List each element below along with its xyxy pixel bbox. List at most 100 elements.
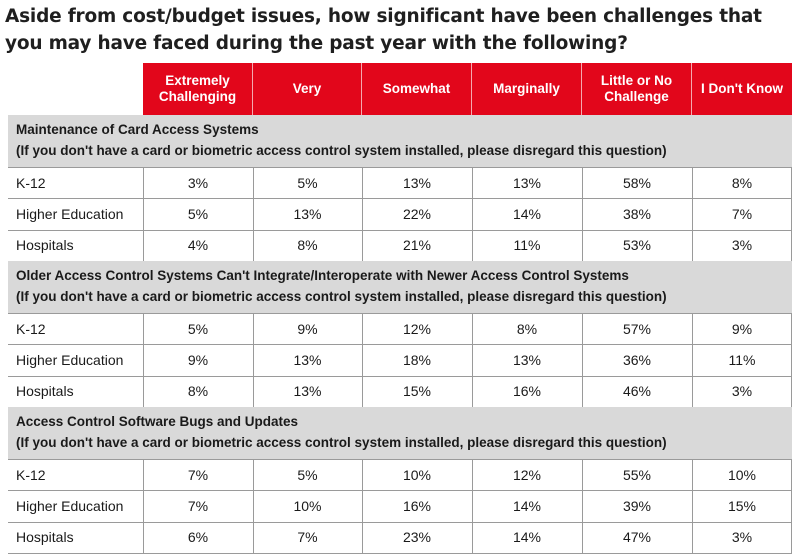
data-cell: 3%: [187, 174, 209, 191]
section-header: Access Control Software Bugs and Updates…: [8, 407, 792, 459]
data-cell: 16%: [512, 383, 542, 400]
section-subtitle: (If you don't have a card or biometric a…: [16, 143, 667, 158]
data-cell: 10%: [293, 497, 322, 514]
data-cell: 46%: [622, 383, 652, 400]
data-cell: 5%: [187, 320, 209, 337]
row-divider: [8, 459, 792, 460]
data-cell: 22%: [402, 205, 432, 222]
data-cell: 8%: [297, 237, 318, 254]
data-cell: 38%: [622, 205, 652, 222]
data-cell: 15%: [727, 497, 757, 514]
data-cell: 3%: [731, 383, 753, 400]
section-subtitle: (If you don't have a card or biometric a…: [16, 435, 667, 450]
column-divider: [143, 459, 144, 553]
column-divider: [692, 167, 693, 261]
row-label: K-12: [16, 174, 46, 191]
data-cell: 6%: [187, 529, 209, 546]
column-divider: [472, 459, 473, 553]
column-header: Extremely Challenging: [143, 63, 253, 115]
data-cell: 11%: [513, 237, 541, 254]
section-header: Older Access Control Systems Can't Integ…: [8, 261, 792, 313]
data-cell: 47%: [622, 529, 652, 546]
data-cell: 4%: [187, 237, 209, 254]
data-cell: 10%: [727, 466, 757, 483]
column-divider: [143, 313, 144, 407]
data-cell: 13%: [293, 205, 322, 222]
data-cell: 21%: [402, 237, 432, 254]
data-cell: 14%: [512, 529, 542, 546]
data-cell: 53%: [622, 237, 652, 254]
data-cell: 10%: [402, 466, 432, 483]
section-title: Maintenance of Card Access Systems: [16, 122, 259, 137]
data-cell: 36%: [622, 351, 652, 368]
data-cell: 11%: [728, 351, 756, 368]
row-label: Hospitals: [16, 237, 74, 254]
row-divider: [8, 230, 792, 231]
data-cell: 58%: [622, 174, 652, 191]
column-header: I Don't Know: [692, 63, 792, 115]
column-divider: [582, 313, 583, 407]
row-label: Higher Education: [16, 351, 124, 368]
row-divider: [8, 490, 792, 491]
row-divider: [8, 313, 792, 314]
data-cell: 13%: [512, 351, 542, 368]
data-cell: 18%: [402, 351, 432, 368]
data-cell: 8%: [516, 320, 538, 337]
section-header: Maintenance of Card Access Systems (If yo…: [8, 115, 792, 167]
column-divider: [253, 167, 254, 261]
data-cell: 13%: [512, 174, 542, 191]
data-cell: 5%: [297, 466, 318, 483]
chart-title: Aside from cost/budget issues, how signi…: [5, 6, 762, 54]
data-cell: 8%: [731, 174, 753, 191]
column-divider: [791, 167, 792, 261]
data-cell: 8%: [187, 383, 209, 400]
data-cell: 57%: [622, 320, 652, 337]
data-cell: 39%: [622, 497, 652, 514]
column-divider: [692, 313, 693, 407]
section-title: Access Control Software Bugs and Updates: [16, 414, 299, 429]
data-cell: 7%: [187, 497, 209, 514]
column-divider: [253, 459, 254, 553]
column-header: Somewhat: [362, 63, 472, 115]
data-cell: 3%: [731, 237, 753, 254]
column-divider: [582, 459, 583, 553]
row-divider: [8, 167, 792, 168]
column-header: Very: [253, 63, 362, 115]
data-cell: 7%: [731, 205, 753, 222]
column-divider: [143, 167, 144, 261]
data-cell: 7%: [187, 466, 209, 483]
data-cell: 9%: [297, 320, 318, 337]
column-divider: [791, 313, 792, 407]
data-cell: 12%: [402, 320, 432, 337]
column-divider: [692, 459, 693, 553]
column-header: Marginally: [472, 63, 582, 115]
row-label: K-12: [16, 320, 46, 337]
data-cell: 13%: [293, 351, 322, 368]
data-cell: 23%: [402, 529, 432, 546]
column-divider: [362, 167, 363, 261]
data-cell: 15%: [402, 383, 432, 400]
row-divider: [8, 344, 792, 345]
row-label: Hospitals: [16, 383, 74, 400]
row-label: Higher Education: [16, 205, 124, 222]
data-cell: 9%: [731, 320, 753, 337]
row-divider: [8, 522, 792, 523]
column-divider: [253, 313, 254, 407]
column-divider: [362, 459, 363, 553]
data-cell: 5%: [187, 205, 209, 222]
section-title: Older Access Control Systems Can't Integ…: [16, 268, 629, 283]
data-cell: 14%: [512, 205, 542, 222]
column-divider: [472, 167, 473, 261]
data-cell: 5%: [297, 174, 318, 191]
row-divider: [8, 198, 792, 199]
data-cell: 3%: [731, 529, 753, 546]
data-cell: 9%: [187, 351, 209, 368]
column-divider: [472, 313, 473, 407]
data-cell: 7%: [297, 529, 318, 546]
column-header: Little or No Challenge: [582, 63, 692, 115]
data-cell: 13%: [402, 174, 432, 191]
row-label: Higher Education: [16, 497, 124, 514]
row-label: Hospitals: [16, 529, 74, 546]
data-cell: 13%: [293, 383, 322, 400]
